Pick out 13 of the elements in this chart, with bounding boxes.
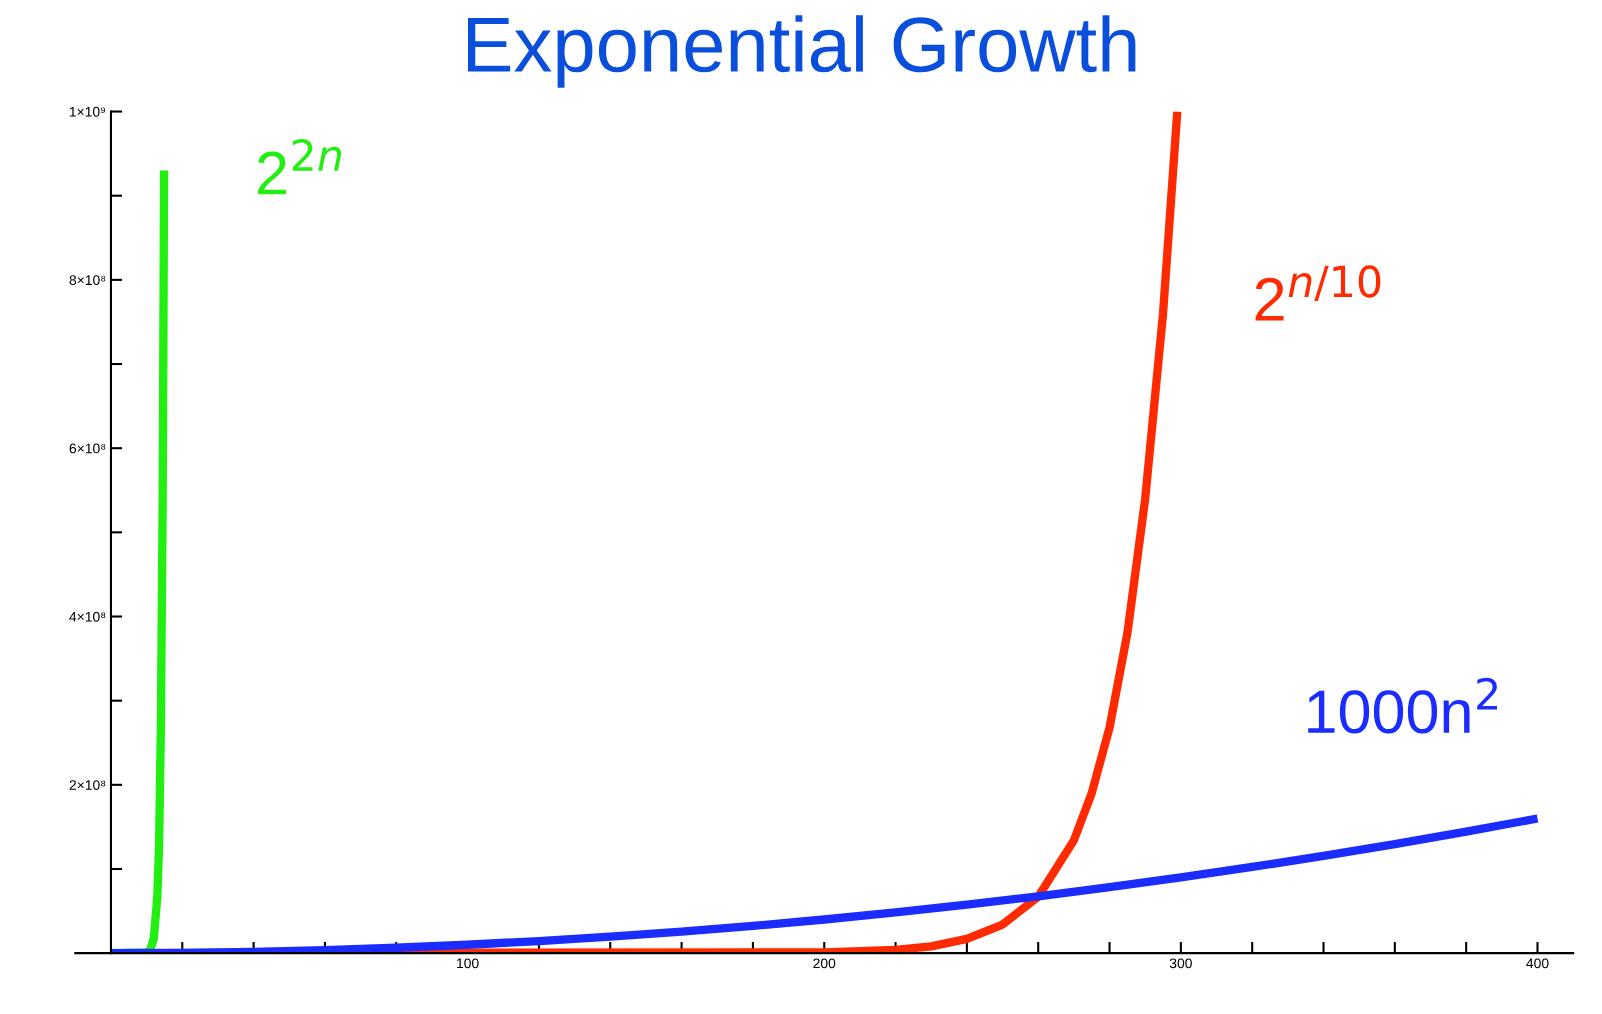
series-label: 1000n$^{2}$ [1308,677,1497,734]
series-label: 2$^{2n}$ [258,139,342,195]
x-tick-label: 100 [457,958,479,969]
y-tick-label: 1×10⁹ [69,106,106,117]
x-tick-label: 200 [813,958,836,969]
x-tick-label: 400 [1526,958,1549,969]
x-tick-label: 300 [1169,958,1192,969]
series-label: 2$^{n/10}$ [1255,265,1381,321]
y-tick-label: 2×10⁸ [69,780,106,791]
y-tick-label: 8×10⁸ [69,275,106,286]
y-tick-label: 6×10⁸ [69,443,106,454]
chart-title: Exponential Growth [468,15,1136,88]
y-tick-label: 4×10⁸ [69,611,106,622]
